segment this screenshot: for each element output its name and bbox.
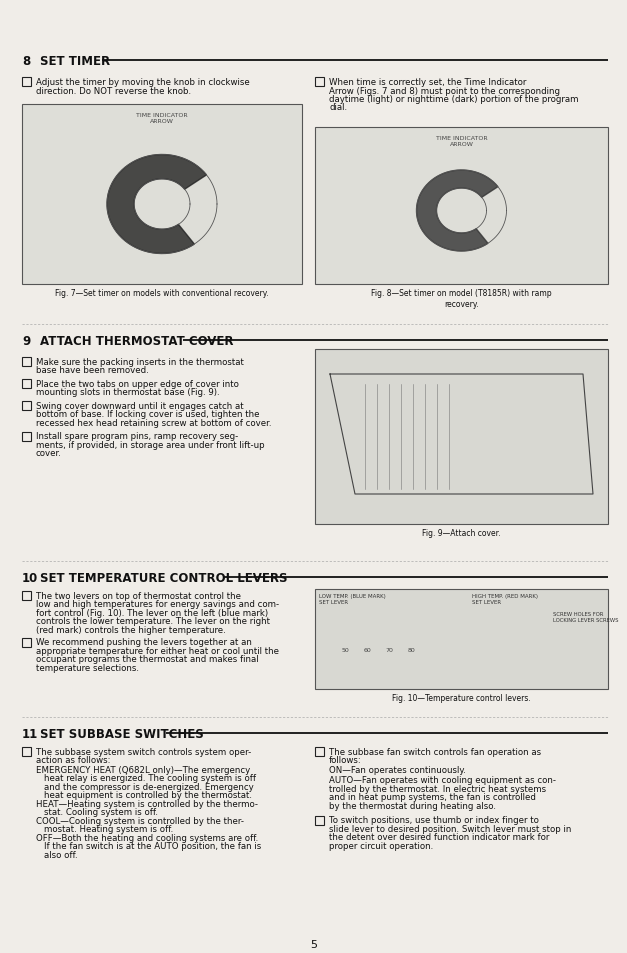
Text: dial.: dial. [329,103,347,112]
Text: bottom of base. If locking cover is used, tighten the: bottom of base. If locking cover is used… [36,410,260,419]
Text: TIME INDICATOR
ARROW: TIME INDICATOR ARROW [436,136,487,147]
Text: TIME INDICATOR
ARROW: TIME INDICATOR ARROW [136,112,188,124]
Text: heat relay is energized. The cooling system is off: heat relay is energized. The cooling sys… [44,774,256,782]
Text: 9: 9 [22,335,30,348]
Text: The two levers on top of thermostat control the: The two levers on top of thermostat cont… [36,592,241,600]
Text: and the compressor is de-energized. Emergency: and the compressor is de-energized. Emer… [44,782,254,791]
Text: The subbase fan switch controls fan operation as: The subbase fan switch controls fan oper… [329,747,541,757]
Text: ON—Fan operates continuously.: ON—Fan operates continuously. [329,765,466,774]
Text: 70: 70 [385,647,393,652]
Text: When time is correctly set, the Time Indicator: When time is correctly set, the Time Ind… [329,78,527,87]
Bar [315,589,608,689]
Text: controls the lower temperature. The lever on the right: controls the lower temperature. The leve… [36,617,270,626]
Text: proper circuit operation.: proper circuit operation. [329,841,433,850]
Bar [22,638,31,647]
Text: temperature selections.: temperature selections. [36,663,139,672]
Text: HEAT—Heating system is controlled by the thermo-: HEAT—Heating system is controlled by the… [36,800,258,808]
Text: OFF—Both the heating and cooling systems are off.: OFF—Both the heating and cooling systems… [36,833,258,842]
Text: LOW TEMP. (BLUE MARK)
SET LEVER: LOW TEMP. (BLUE MARK) SET LEVER [319,594,386,604]
Text: To switch positions, use thumb or index finger to: To switch positions, use thumb or index … [329,816,539,824]
Text: 50: 50 [341,647,349,652]
Text: the detent over desired function indicator mark for: the detent over desired function indicat… [329,833,549,841]
Bar [22,401,31,411]
Text: ATTACH THERMOSTAT COVER: ATTACH THERMOSTAT COVER [40,335,233,348]
Text: by the thermostat during heating also.: by the thermostat during heating also. [329,801,496,810]
Text: Adjust the timer by moving the knob in clockwise: Adjust the timer by moving the knob in c… [36,78,250,87]
Text: also off.: also off. [44,850,78,859]
Text: mounting slots in thermostat base (Fig. 9).: mounting slots in thermostat base (Fig. … [36,388,219,397]
Text: SET SUBBASE SWITCHES: SET SUBBASE SWITCHES [40,727,204,740]
Text: mostat. Heating system is off.: mostat. Heating system is off. [44,824,173,834]
Text: follows:: follows: [329,756,362,764]
Text: The subbase system switch controls system oper-: The subbase system switch controls syste… [36,747,251,757]
Text: COOL—Cooling system is controlled by the ther-: COOL—Cooling system is controlled by the… [36,816,244,825]
Text: AUTO—Fan operates with cooling equipment as con-: AUTO—Fan operates with cooling equipment… [329,776,556,784]
Text: (red mark) controls the higher temperature.: (red mark) controls the higher temperatu… [36,625,226,635]
Text: cover.: cover. [36,449,62,458]
Text: Swing cover downward until it engages catch at: Swing cover downward until it engages ca… [36,401,244,411]
Text: EMERGENCY HEAT (Q682L only)—The emergency: EMERGENCY HEAT (Q682L only)—The emergenc… [36,765,250,774]
Text: SET TEMPERATURE CONTROL LEVERS: SET TEMPERATURE CONTROL LEVERS [40,572,288,584]
Bar [22,78,31,87]
Text: SCREW HOLES FOR
LOCKING LEVER SCREWS: SCREW HOLES FOR LOCKING LEVER SCREWS [553,612,618,622]
Text: If the fan switch is at the AUTO position, the fan is: If the fan switch is at the AUTO positio… [44,841,261,851]
Text: We recommend pushing the levers together at an: We recommend pushing the levers together… [36,638,252,647]
Bar [22,105,302,285]
Text: and in heat pump systems, the fan is controlled: and in heat pump systems, the fan is con… [329,793,536,801]
Text: direction. Do NOT reverse the knob.: direction. Do NOT reverse the knob. [36,87,191,95]
Text: stat. Cooling system is off.: stat. Cooling system is off. [44,807,158,817]
Text: Make sure the packing inserts in the thermostat: Make sure the packing inserts in the the… [36,357,244,367]
Bar [22,592,31,600]
Text: ments, if provided, in storage area under front lift-up: ments, if provided, in storage area unde… [36,440,265,450]
Bar [22,747,31,757]
Polygon shape [107,155,206,254]
Text: Arrow (Figs. 7 and 8) must point to the corresponding: Arrow (Figs. 7 and 8) must point to the … [329,87,560,95]
Text: Fig. 9—Attach cover.: Fig. 9—Attach cover. [422,529,501,537]
Bar [315,816,324,824]
Text: 5: 5 [310,939,317,949]
Bar [22,432,31,441]
Text: HIGH TEMP. (RED MARK)
SET LEVER: HIGH TEMP. (RED MARK) SET LEVER [472,594,537,604]
Bar [315,747,324,757]
Text: fort control (Fig. 10). The lever on the left (blue mark): fort control (Fig. 10). The lever on the… [36,608,268,618]
Text: occupant programs the thermostat and makes final: occupant programs the thermostat and mak… [36,655,258,664]
Text: 80: 80 [407,647,415,652]
Text: Fig. 7—Set timer on models with conventional recovery.: Fig. 7—Set timer on models with conventi… [55,289,269,297]
Text: action as follows:: action as follows: [36,756,110,764]
Text: base have been removed.: base have been removed. [36,366,149,375]
Text: slide lever to desired position. Switch lever must stop in: slide lever to desired position. Switch … [329,824,571,833]
Text: daytime (light) or nighttime (dark) portion of the program: daytime (light) or nighttime (dark) port… [329,95,579,104]
Text: recessed hex head retaining screw at bottom of cover.: recessed hex head retaining screw at bot… [36,418,271,428]
Text: 8: 8 [22,55,30,68]
Bar [22,357,31,367]
Text: 11: 11 [22,727,38,740]
Bar [315,78,324,87]
Text: 60: 60 [363,647,371,652]
Bar [0,0,627,30]
Bar [22,379,31,389]
Text: appropriate temperature for either heat or cool until the: appropriate temperature for either heat … [36,646,279,656]
Text: low and high temperatures for energy savings and com-: low and high temperatures for energy sav… [36,599,279,609]
Text: 10: 10 [22,572,38,584]
Text: trolled by the thermostat. In electric heat systems: trolled by the thermostat. In electric h… [329,784,546,793]
Text: Fig. 10—Temperature control levers.: Fig. 10—Temperature control levers. [392,693,531,702]
Polygon shape [416,171,498,252]
Text: SET TIMER: SET TIMER [40,55,110,68]
Bar [315,350,608,524]
Bar [315,128,608,285]
Text: Place the two tabs on upper edge of cover into: Place the two tabs on upper edge of cove… [36,379,239,389]
Text: heat equipment is controlled by the thermostat.: heat equipment is controlled by the ther… [44,791,252,800]
Text: Fig. 8—Set timer on model (T8185R) with ramp
recovery.: Fig. 8—Set timer on model (T8185R) with … [371,289,552,309]
Text: Install spare program pins, ramp recovery seg-: Install spare program pins, ramp recover… [36,432,238,441]
